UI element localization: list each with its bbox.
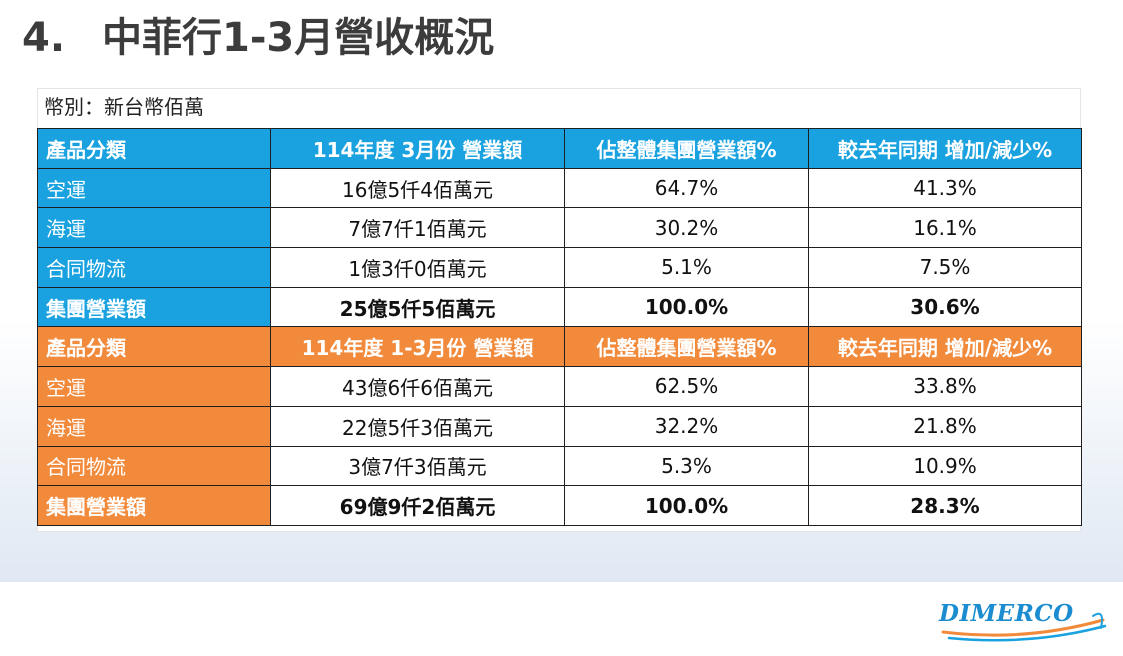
total-change: 28.3% (808, 485, 1082, 526)
row-category: 海運 (37, 207, 271, 249)
header-share: 佔整體集團營業額% (564, 326, 809, 368)
header-category: 產品分類 (37, 326, 271, 368)
row-share: 64.7% (564, 167, 809, 209)
row-share: 5.1% (564, 247, 809, 288)
header-revenue: 114年度 1-3月份 營業額 (270, 326, 565, 368)
row-change: 10.9% (808, 445, 1082, 487)
revenue-table: 產品分類 114年度 3月份 營業額 佔整體集團營業額% 較去年同期 增加/減少… (37, 128, 1082, 526)
row-change: 33.8% (808, 366, 1082, 407)
total-category: 集團營業額 (37, 485, 271, 526)
table-row: 海運 22億5仟3佰萬元 32.2% 21.8% (37, 405, 1082, 447)
total-share: 100.0% (564, 485, 809, 526)
march-total-row: 集團營業額 25億5仟5佰萬元 100.0% 30.6% (37, 286, 1082, 328)
row-change: 21.8% (808, 405, 1082, 447)
total-revenue: 69億9仟2佰萬元 (270, 485, 565, 526)
march-header-row: 產品分類 114年度 3月份 營業額 佔整體集團營業額% 較去年同期 增加/減少… (37, 128, 1082, 169)
logo-swoosh-icon (941, 612, 1107, 642)
row-category: 空運 (37, 167, 271, 209)
row-share: 5.3% (564, 445, 809, 487)
row-share: 30.2% (564, 207, 809, 249)
row-share: 32.2% (564, 405, 809, 447)
row-category: 海運 (37, 405, 271, 447)
page-title: 4. 中菲行1-3月營收概況 (22, 6, 494, 70)
dimerco-logo: DIMERCO (935, 598, 1110, 646)
total-change: 30.6% (808, 286, 1082, 328)
table-row: 海運 7億7仟1佰萬元 30.2% 16.1% (37, 207, 1082, 249)
row-revenue: 43億6仟6佰萬元 (270, 366, 565, 407)
logo-text: DIMERCO (939, 600, 1074, 627)
section-number: 4. (22, 15, 66, 61)
row-revenue: 3億7仟3佰萬元 (270, 445, 565, 487)
total-share: 100.0% (564, 286, 809, 328)
header-revenue: 114年度 3月份 營業額 (270, 128, 565, 169)
currency-unit-note: 幣別：新台幣佰萬 (44, 95, 204, 119)
header-change: 較去年同期 增加/減少% (808, 326, 1082, 368)
total-revenue: 25億5仟5佰萬元 (270, 286, 565, 328)
row-revenue: 16億5仟4佰萬元 (270, 167, 565, 209)
row-change: 16.1% (808, 207, 1082, 249)
title-text: 中菲行1-3月營收概況 (102, 15, 495, 61)
header-share: 佔整體集團營業額% (564, 128, 809, 169)
total-category: 集團營業額 (37, 286, 271, 328)
table-row: 合同物流 1億3仟0佰萬元 5.1% 7.5% (37, 247, 1082, 288)
q1-header-row: 產品分類 114年度 1-3月份 營業額 佔整體集團營業額% 較去年同期 增加/… (37, 326, 1082, 368)
table-row: 空運 43億6仟6佰萬元 62.5% 33.8% (37, 366, 1082, 407)
row-category: 空運 (37, 366, 271, 407)
row-change: 41.3% (808, 167, 1082, 209)
row-revenue: 1億3仟0佰萬元 (270, 247, 565, 288)
header-change: 較去年同期 增加/減少% (808, 128, 1082, 169)
row-revenue: 7億7仟1佰萬元 (270, 207, 565, 249)
row-category: 合同物流 (37, 247, 271, 288)
table-row: 合同物流 3億7仟3佰萬元 5.3% 10.9% (37, 445, 1082, 487)
header-category: 產品分類 (37, 128, 271, 169)
table-row: 空運 16億5仟4佰萬元 64.7% 41.3% (37, 167, 1082, 209)
q1-total-row: 集團營業額 69億9仟2佰萬元 100.0% 28.3% (37, 485, 1082, 526)
row-category: 合同物流 (37, 445, 271, 487)
row-share: 62.5% (564, 366, 809, 407)
row-revenue: 22億5仟3佰萬元 (270, 405, 565, 447)
row-change: 7.5% (808, 247, 1082, 288)
